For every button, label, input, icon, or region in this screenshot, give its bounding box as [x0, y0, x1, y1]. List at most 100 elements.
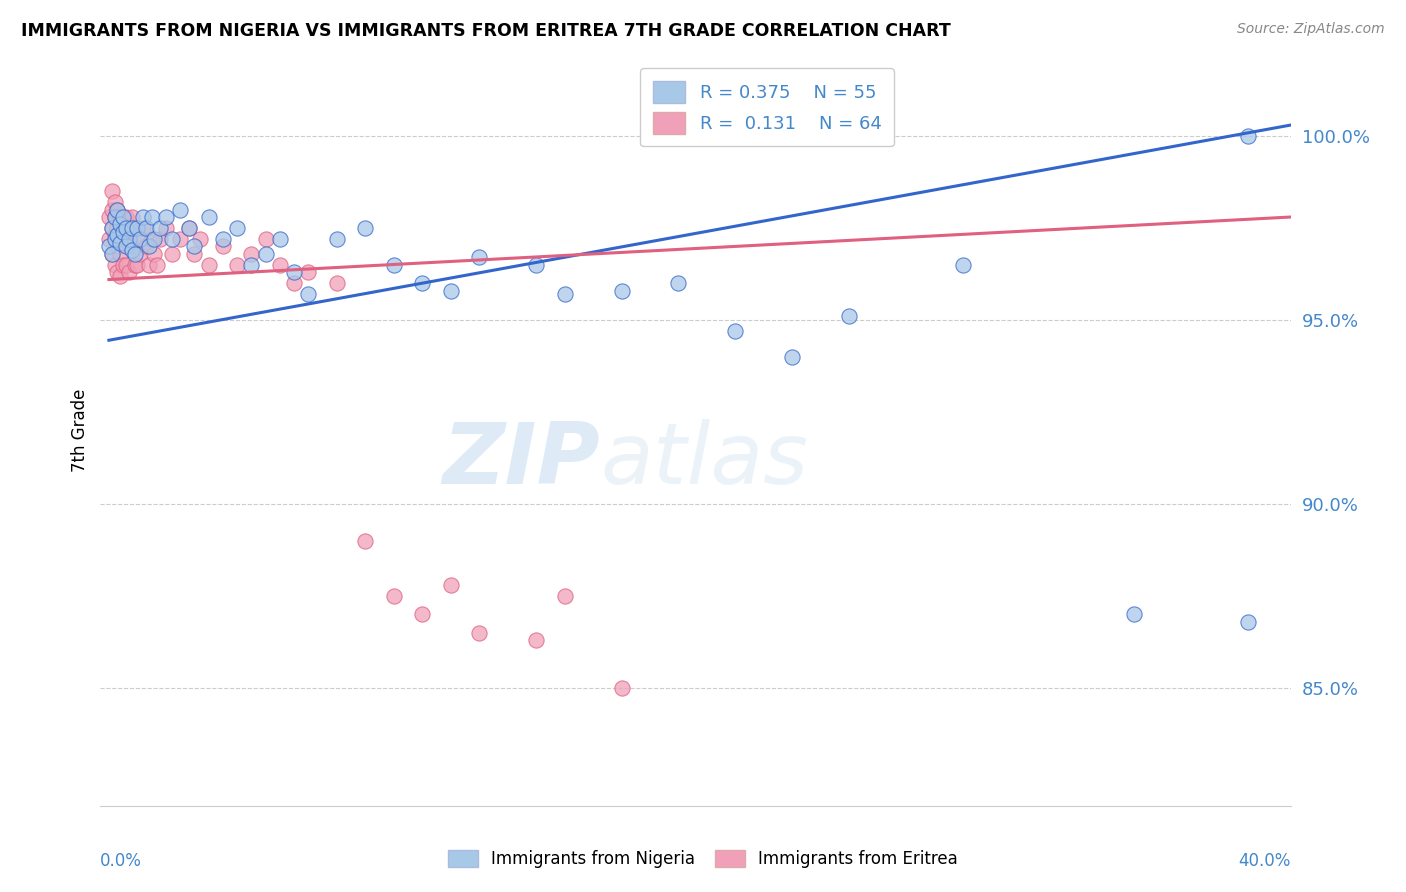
Point: [211, 232, 233, 246]
Point: [121, 239, 143, 253]
Point: [240, 247, 263, 261]
Legend: R = 0.375    N = 55, R =  0.131    N = 64: R = 0.375 N = 55, R = 0.131 N = 64: [640, 68, 894, 146]
Point: [104, 195, 127, 210]
Point: [132, 221, 155, 235]
Point: [468, 251, 491, 265]
Text: Source: ZipAtlas.com: Source: ZipAtlas.com: [1237, 22, 1385, 37]
Point: [283, 265, 305, 279]
Point: [468, 625, 491, 640]
Point: [112, 210, 135, 224]
Point: [100, 184, 122, 198]
Point: [141, 210, 163, 224]
Point: [226, 258, 249, 272]
Point: [110, 218, 132, 232]
Point: [121, 243, 143, 257]
Point: [169, 232, 191, 246]
Point: [115, 210, 138, 224]
Point: [121, 221, 143, 235]
Point: [129, 247, 152, 261]
Point: [127, 258, 149, 272]
Point: [554, 589, 576, 603]
Point: [107, 202, 129, 217]
Point: [124, 258, 146, 272]
Point: [112, 258, 135, 272]
Point: [97, 232, 120, 246]
Point: [226, 221, 249, 235]
Point: [354, 221, 377, 235]
Point: [610, 681, 633, 695]
Point: [107, 202, 129, 217]
Point: [118, 232, 141, 246]
Point: [952, 258, 974, 272]
Point: [118, 239, 141, 253]
Point: [138, 258, 160, 272]
Point: [107, 239, 129, 253]
Text: ZIP: ZIP: [443, 419, 600, 502]
Point: [104, 232, 127, 246]
Point: [325, 232, 347, 246]
Legend: Immigrants from Nigeria, Immigrants from Eritrea: Immigrants from Nigeria, Immigrants from…: [441, 843, 965, 875]
Point: [141, 232, 163, 246]
Y-axis label: 7th Grade: 7th Grade: [72, 389, 89, 472]
Point: [112, 232, 135, 246]
Point: [254, 247, 277, 261]
Point: [254, 232, 277, 246]
Point: [121, 210, 143, 224]
Point: [160, 247, 183, 261]
Point: [104, 210, 127, 224]
Point: [110, 210, 132, 224]
Point: [668, 277, 690, 291]
Point: [112, 221, 135, 235]
Point: [100, 247, 122, 261]
Point: [1123, 607, 1146, 622]
Point: [610, 284, 633, 298]
Point: [100, 247, 122, 261]
Text: 0.0%: 0.0%: [100, 852, 142, 870]
Point: [112, 225, 135, 239]
Point: [169, 202, 191, 217]
Point: [211, 239, 233, 253]
Point: [1237, 615, 1260, 629]
Point: [118, 265, 141, 279]
Point: [129, 232, 152, 246]
Point: [107, 221, 129, 235]
Point: [143, 232, 166, 246]
Point: [135, 221, 157, 235]
Point: [100, 221, 122, 235]
Point: [124, 221, 146, 235]
Point: [838, 310, 860, 324]
Point: [269, 232, 291, 246]
Point: [382, 258, 405, 272]
Point: [155, 210, 177, 224]
Point: [110, 228, 132, 243]
Point: [269, 258, 291, 272]
Point: [554, 287, 576, 301]
Point: [160, 232, 183, 246]
Point: [100, 221, 122, 235]
Point: [115, 221, 138, 235]
Point: [135, 239, 157, 253]
Point: [440, 578, 463, 592]
Point: [155, 221, 177, 235]
Point: [297, 287, 319, 301]
Point: [107, 265, 129, 279]
Point: [104, 258, 127, 272]
Text: 40.0%: 40.0%: [1239, 852, 1291, 870]
Point: [138, 239, 160, 253]
Point: [411, 607, 433, 622]
Point: [283, 277, 305, 291]
Point: [354, 533, 377, 548]
Point: [124, 247, 146, 261]
Point: [132, 210, 155, 224]
Point: [127, 221, 149, 235]
Point: [325, 277, 347, 291]
Point: [115, 232, 138, 246]
Point: [127, 232, 149, 246]
Point: [149, 221, 172, 235]
Point: [115, 258, 138, 272]
Point: [97, 239, 120, 253]
Point: [110, 268, 132, 283]
Point: [115, 239, 138, 253]
Point: [440, 284, 463, 298]
Point: [104, 228, 127, 243]
